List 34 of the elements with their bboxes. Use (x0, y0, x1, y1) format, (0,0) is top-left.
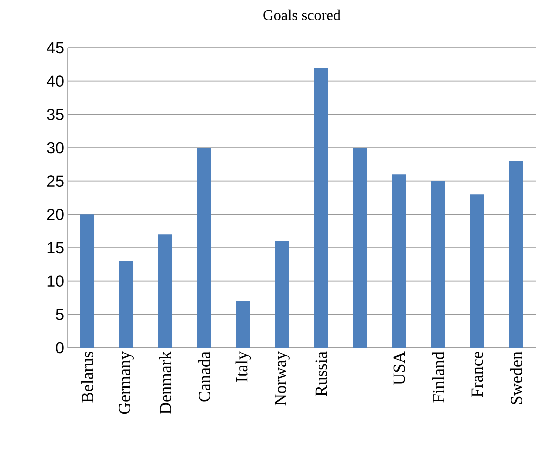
x-tick-label: Sweden (510, 352, 522, 404)
x-tick-label: USA (394, 352, 406, 386)
x-tick-label: France (472, 352, 484, 398)
bar (120, 261, 134, 348)
y-tick-label: 5 (56, 309, 64, 320)
y-tick-label: 20 (47, 209, 64, 220)
x-tick-label: Russia (316, 352, 328, 396)
bar (80, 214, 95, 348)
bar (158, 234, 173, 348)
y-tick-label: 40 (47, 76, 64, 87)
y-tick-label: 30 (47, 142, 64, 154)
bar (392, 174, 406, 348)
x-tick-label: Canada (198, 352, 210, 402)
x-tick-label: Denmark (160, 352, 172, 414)
bar (276, 241, 290, 348)
bar (470, 194, 484, 348)
chart-title: Goals scored (264, 10, 341, 20)
bar (432, 181, 446, 348)
y-tick-label: 10 (48, 276, 64, 287)
y-tick-label: 0 (56, 342, 64, 354)
x-tick-label: Norway (275, 352, 290, 406)
y-tick-label: 35 (47, 109, 64, 120)
x-tick-label: Germany (119, 352, 134, 414)
bar (314, 68, 328, 348)
x-tick-label: Italy (236, 352, 252, 382)
x-tick-label: Belarus (82, 352, 94, 403)
bar (198, 148, 212, 348)
y-tick-label: 25 (47, 176, 64, 187)
bar (509, 161, 524, 348)
bar (354, 148, 368, 348)
y-tick-label: 45 (47, 42, 64, 54)
y-tick-label: 15 (48, 242, 64, 254)
x-tick-label: Finland (432, 352, 444, 403)
bar (236, 301, 250, 348)
